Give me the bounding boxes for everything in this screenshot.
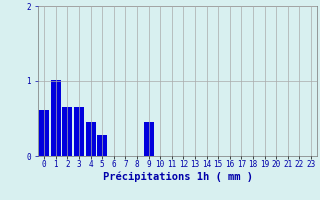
X-axis label: Précipitations 1h ( mm ): Précipitations 1h ( mm ) <box>103 172 252 182</box>
Bar <box>39 110 49 156</box>
Bar <box>62 107 72 156</box>
Bar <box>97 135 107 156</box>
Bar <box>74 107 84 156</box>
Bar <box>144 122 154 156</box>
Bar <box>86 122 96 156</box>
Bar <box>51 79 61 156</box>
